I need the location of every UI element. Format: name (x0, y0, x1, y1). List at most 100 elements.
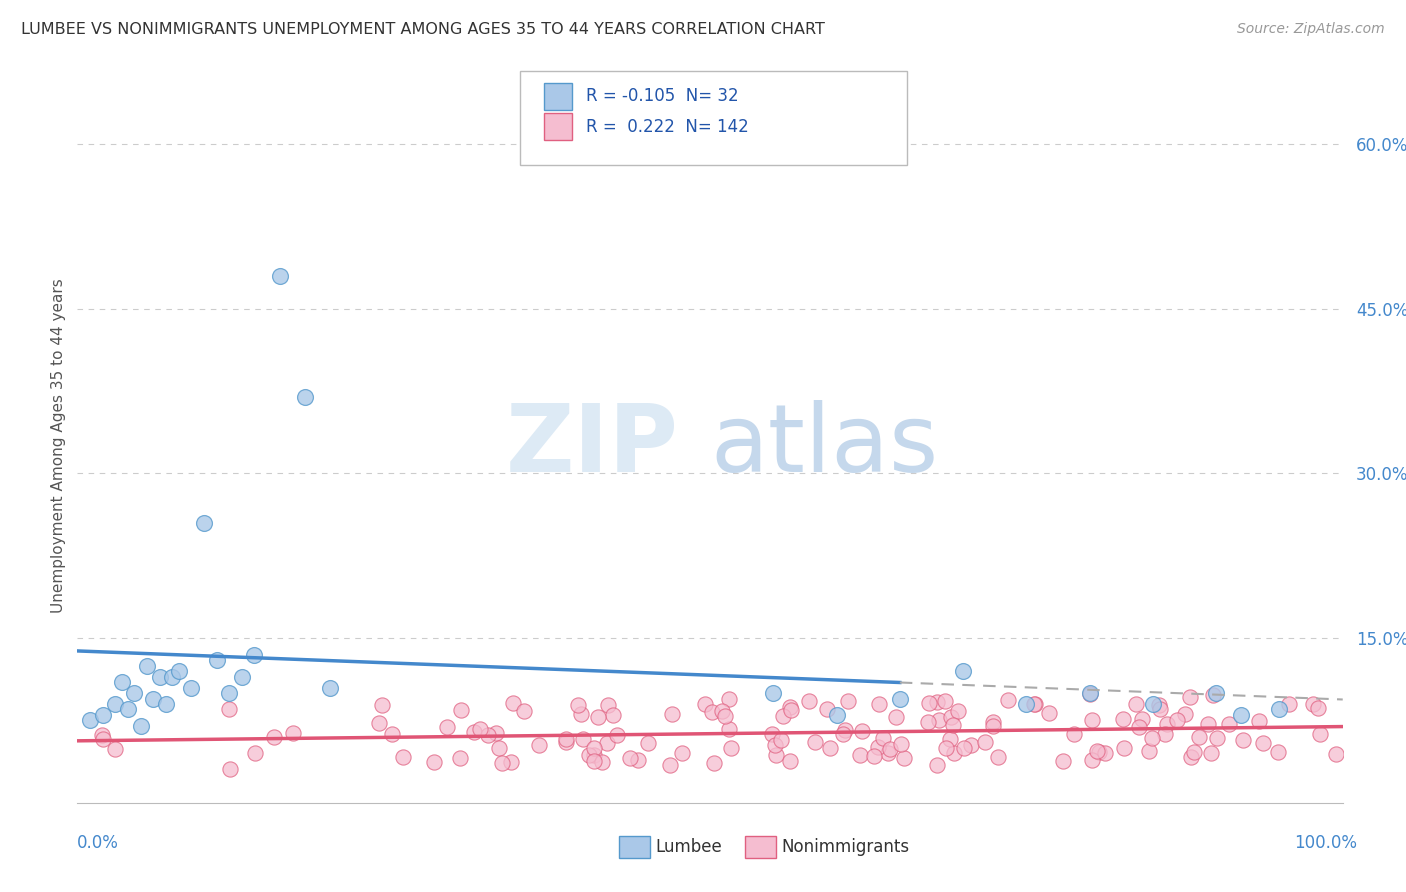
Point (779, 754, 801, 768)
Point (1278, 697, 1301, 711)
Point (825, 708, 848, 723)
Point (1081, 753, 1104, 767)
Point (142, 691, 165, 706)
Point (90, 728, 112, 742)
Point (831, 727, 853, 741)
Point (877, 747, 900, 761)
Point (218, 686, 240, 700)
Point (124, 686, 146, 700)
Point (1182, 745, 1205, 759)
Point (218, 702, 240, 716)
Point (1088, 745, 1111, 759)
Text: LUMBEE VS NONIMMIGRANTS UNEMPLOYMENT AMONG AGES 35 TO 44 YEARS CORRELATION CHART: LUMBEE VS NONIMMIGRANTS UNEMPLOYMENT AMO… (21, 22, 825, 37)
Point (219, 762, 242, 776)
Point (762, 686, 785, 700)
Point (1302, 698, 1324, 712)
Point (917, 714, 939, 729)
Point (761, 727, 783, 741)
Point (770, 733, 793, 747)
Point (765, 748, 787, 763)
Point (449, 751, 471, 765)
Point (693, 697, 716, 711)
Point (619, 751, 641, 765)
Point (162, 669, 183, 683)
Point (953, 740, 976, 755)
Point (925, 757, 948, 772)
Point (367, 715, 389, 730)
Text: 100.0%: 100.0% (1294, 834, 1357, 852)
Point (1174, 706, 1197, 721)
Point (1085, 744, 1108, 758)
Text: 0.0%: 0.0% (77, 834, 120, 852)
Point (1201, 688, 1223, 702)
Point (987, 750, 1010, 764)
Point (371, 698, 394, 713)
Point (269, 268, 291, 283)
Point (468, 722, 491, 736)
Point (477, 728, 499, 742)
Point (243, 648, 266, 662)
Point (1180, 750, 1202, 764)
Text: Nonimmigrants: Nonimmigrants (782, 838, 910, 856)
Point (319, 681, 342, 695)
Point (1308, 727, 1330, 741)
Point (935, 740, 957, 755)
Point (1232, 733, 1254, 747)
Point (1038, 706, 1060, 720)
Point (884, 710, 907, 724)
Point (572, 732, 595, 747)
Point (1094, 746, 1116, 760)
Point (1147, 698, 1170, 713)
Point (243, 746, 266, 760)
Text: R =  0.222  N= 142: R = 0.222 N= 142 (586, 118, 749, 136)
Point (555, 732, 578, 747)
Point (659, 757, 682, 772)
Point (1111, 712, 1133, 726)
Point (661, 706, 683, 721)
Point (942, 718, 965, 732)
Point (578, 748, 600, 763)
Text: R = -0.105  N= 32: R = -0.105 N= 32 (586, 87, 740, 105)
Point (717, 722, 740, 736)
Point (952, 664, 974, 678)
Point (381, 727, 404, 741)
Y-axis label: Unemployment Among Ages 35 to 44 years: Unemployment Among Ages 35 to 44 years (51, 278, 66, 614)
Point (925, 695, 948, 709)
Point (627, 753, 650, 767)
Point (606, 728, 628, 742)
Point (513, 704, 536, 718)
Point (591, 755, 613, 769)
Point (1125, 697, 1147, 711)
Point (918, 697, 941, 711)
Point (714, 709, 737, 723)
Point (502, 696, 524, 710)
Point (1149, 702, 1171, 716)
Point (943, 746, 966, 760)
Point (997, 693, 1019, 707)
Point (1218, 716, 1240, 731)
Point (1268, 702, 1291, 716)
Point (1130, 712, 1153, 726)
Point (1154, 726, 1177, 740)
Point (488, 740, 510, 755)
Point (1128, 720, 1150, 734)
Point (392, 749, 415, 764)
Point (569, 707, 592, 722)
Point (974, 735, 997, 749)
Point (671, 746, 693, 760)
Point (1230, 708, 1253, 723)
Point (1078, 686, 1101, 700)
Point (463, 725, 485, 739)
Point (104, 697, 127, 711)
Point (1178, 690, 1201, 705)
Point (193, 516, 215, 530)
Point (939, 731, 962, 746)
Point (1249, 714, 1271, 728)
Point (136, 658, 159, 673)
Point (934, 694, 956, 708)
Point (1166, 713, 1188, 727)
Point (834, 723, 856, 737)
Point (863, 749, 886, 764)
Point (485, 726, 508, 740)
Point (491, 756, 513, 770)
